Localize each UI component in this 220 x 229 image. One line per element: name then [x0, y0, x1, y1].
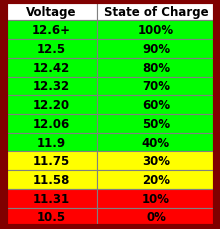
Bar — [6, 133, 97, 152]
Text: 12.20: 12.20 — [33, 99, 70, 112]
Text: 10%: 10% — [142, 192, 170, 205]
Text: 12.6+: 12.6+ — [32, 24, 71, 37]
Bar — [6, 21, 97, 40]
Text: 11.58: 11.58 — [33, 173, 70, 186]
Bar — [6, 96, 97, 114]
Text: State of Charge: State of Charge — [104, 5, 208, 19]
Text: 30%: 30% — [142, 155, 170, 168]
Text: 11.9: 11.9 — [37, 136, 66, 149]
Text: 70%: 70% — [142, 80, 170, 93]
Text: 12.5: 12.5 — [37, 43, 66, 56]
Text: 10.5: 10.5 — [37, 210, 66, 224]
Bar — [97, 77, 214, 96]
Bar — [6, 114, 97, 133]
Text: 90%: 90% — [142, 43, 170, 56]
Bar — [6, 208, 97, 226]
Text: 12.06: 12.06 — [33, 117, 70, 130]
Bar — [97, 114, 214, 133]
Text: 80%: 80% — [142, 61, 170, 74]
Text: 40%: 40% — [142, 136, 170, 149]
Bar — [97, 133, 214, 152]
Text: 60%: 60% — [142, 99, 170, 112]
Bar — [97, 189, 214, 208]
Bar — [6, 170, 97, 189]
Bar — [6, 59, 97, 77]
Bar — [6, 77, 97, 96]
Text: 20%: 20% — [142, 173, 170, 186]
Text: 50%: 50% — [142, 117, 170, 130]
Bar — [97, 59, 214, 77]
Text: 100%: 100% — [138, 24, 174, 37]
Bar — [6, 40, 97, 59]
Text: Voltage: Voltage — [26, 5, 77, 19]
Bar — [6, 3, 97, 21]
Bar — [6, 189, 97, 208]
Text: 0%: 0% — [146, 210, 166, 224]
Bar — [97, 3, 214, 21]
Bar — [97, 21, 214, 40]
Text: 11.31: 11.31 — [33, 192, 70, 205]
Bar — [6, 152, 97, 170]
Bar — [97, 170, 214, 189]
Text: 11.75: 11.75 — [33, 155, 70, 168]
Bar — [97, 152, 214, 170]
Text: 12.32: 12.32 — [33, 80, 70, 93]
Bar — [97, 96, 214, 114]
Bar — [97, 40, 214, 59]
Text: 12.42: 12.42 — [33, 61, 70, 74]
Bar — [97, 208, 214, 226]
